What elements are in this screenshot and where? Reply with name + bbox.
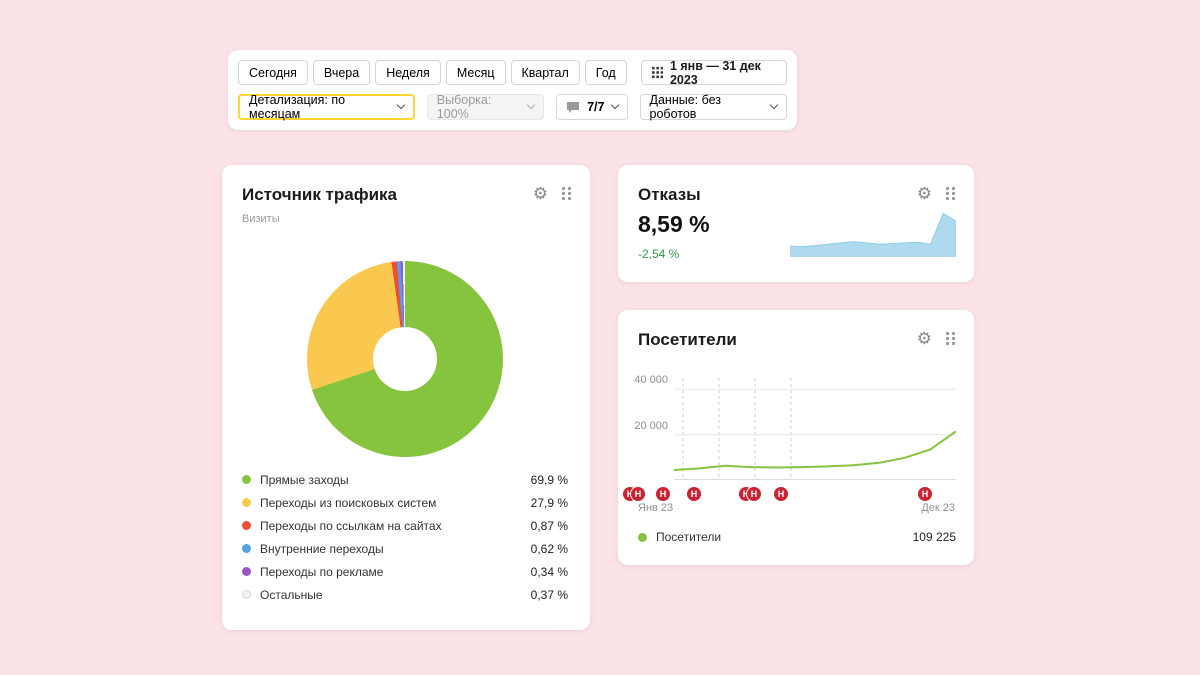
- legend-color-dot: [242, 590, 251, 599]
- sampling-select-label: Выборка: 100%: [436, 93, 492, 121]
- bounce-rate-delta: -2,54 %: [638, 247, 680, 261]
- annotation-marker[interactable]: Н: [656, 487, 670, 501]
- card-title: Отказы: [638, 185, 701, 204]
- y-tick-label: 40 000: [634, 374, 668, 386]
- bounce-sparkline[interactable]: [790, 209, 956, 257]
- date-range-picker[interactable]: 1 янв — 31 дек 2023: [640, 58, 787, 87]
- annotation-marker[interactable]: Н: [774, 487, 788, 501]
- legend-value: 0,62 %: [530, 541, 568, 556]
- annotation-marker[interactable]: Н: [631, 487, 645, 501]
- card-title: Источник трафика: [242, 185, 398, 204]
- period-button[interactable]: Сегодня: [238, 60, 308, 85]
- traffic-sources-card: Источник трафика Визиты ⚙ Прямые заходы 6…: [222, 165, 590, 630]
- y-tick-label: 20 000: [634, 420, 668, 432]
- drag-handle-icon[interactable]: [945, 331, 956, 346]
- legend-item[interactable]: Переходы из поисковых систем 27,9 %: [242, 491, 568, 514]
- sampling-select[interactable]: Выборка: 100%: [426, 93, 545, 121]
- legend-item[interactable]: Остальные 0,37 %: [242, 583, 568, 606]
- traffic-legend: Прямые заходы 69,9 % Переходы из поисковых…: [242, 468, 568, 606]
- period-row: Сегодня Вчера Неделя Месяц Квартал Год 1 янв …: [238, 58, 787, 87]
- annotation-marker[interactable]: Н: [747, 487, 761, 501]
- legend-value: 0,87 %: [530, 518, 568, 533]
- period-button[interactable]: Месяц: [445, 60, 506, 85]
- period-button[interactable]: Квартал: [510, 60, 580, 85]
- legend-label: Переходы по рекламе: [260, 564, 384, 579]
- gear-icon[interactable]: ⚙: [916, 329, 932, 348]
- toolbar: Сегодня Вчера Неделя Месяц Квартал Год 1 янв …: [228, 50, 797, 130]
- legend-item[interactable]: Переходы по ссылкам на сайтах 0,87 %: [242, 514, 568, 537]
- legend-value: 27,9 %: [530, 495, 568, 510]
- legend-color-dot: [242, 544, 251, 553]
- data-filter-select[interactable]: Данные: без роботов: [639, 93, 787, 121]
- chevron-down-icon: [526, 100, 536, 110]
- legend-item[interactable]: Переходы по рекламе 0,34 %: [242, 560, 568, 583]
- legend-label: Посетители: [656, 530, 722, 544]
- bounce-rate-value: 8,59 %: [638, 211, 710, 237]
- legend-value: 0,34 %: [530, 564, 568, 579]
- detail-select-label: Детализация: по месяцам: [249, 93, 346, 121]
- legend-label: Прямые заходы: [260, 472, 349, 487]
- legend-label: Переходы по ссылкам на сайтах: [260, 518, 442, 533]
- detail-select[interactable]: Детализация: по месяцам: [238, 93, 415, 121]
- legend-label: Остальные: [260, 587, 323, 602]
- drag-handle-icon[interactable]: [561, 186, 572, 201]
- period-buttons: Сегодня Вчера Неделя Месяц Квартал Год: [238, 60, 627, 85]
- period-button[interactable]: Год: [584, 60, 627, 85]
- legend-item[interactable]: Прямые заходы 69,9 %: [242, 468, 568, 491]
- legend-color-dot: [242, 567, 251, 576]
- legend-label: Переходы из поисковых систем: [260, 495, 437, 510]
- visitors-line-chart[interactable]: [674, 378, 956, 480]
- traffic-donut-chart[interactable]: [307, 261, 503, 457]
- legend-color-dot: [242, 521, 251, 530]
- card-subtitle: Визиты: [242, 213, 280, 225]
- chevron-down-icon: [396, 100, 406, 110]
- date-range-label: 1 янв — 31 дек 2023: [669, 58, 761, 87]
- legend-color-dot: [242, 498, 251, 507]
- drag-handle-icon[interactable]: [945, 186, 956, 201]
- legend-item[interactable]: Внутренние переходы 0,62 %: [242, 537, 568, 560]
- bounce-rate-card: Отказы ⚙ 8,59 % -2,54 %: [618, 165, 974, 282]
- comments-select[interactable]: 7/7: [556, 94, 628, 120]
- filters-row: Детализация: по месяцам Выборка: 100% 7/…: [238, 93, 787, 121]
- legend-value: 0,37 %: [530, 587, 568, 602]
- comment-bubble-icon: [567, 101, 580, 113]
- visitors-total: 109 225: [912, 530, 956, 544]
- chevron-down-icon: [769, 100, 779, 110]
- period-button[interactable]: Неделя: [375, 60, 441, 85]
- x-axis-label-last: Дек 23: [921, 502, 955, 514]
- gear-icon[interactable]: ⚙: [532, 184, 548, 203]
- visitors-legend[interactable]: Посетители 109 225: [638, 530, 956, 544]
- annotation-marker[interactable]: Н: [918, 487, 932, 501]
- legend-value: 69,9 %: [530, 472, 568, 487]
- x-axis-label-first: Янв 23: [638, 502, 674, 514]
- period-button[interactable]: Вчера: [312, 60, 371, 85]
- chevron-down-icon: [610, 100, 619, 110]
- legend-label: Внутренние переходы: [260, 541, 384, 556]
- card-title: Посетители: [638, 330, 737, 349]
- comments-count: 7/7: [587, 100, 605, 114]
- annotation-marker[interactable]: Н: [687, 487, 701, 501]
- legend-color-dot: [242, 475, 251, 484]
- legend-color-dot: [638, 532, 647, 542]
- data-filter-label: Данные: без роботов: [649, 93, 722, 121]
- gear-icon[interactable]: ⚙: [916, 184, 932, 203]
- calendar-icon: [651, 66, 663, 79]
